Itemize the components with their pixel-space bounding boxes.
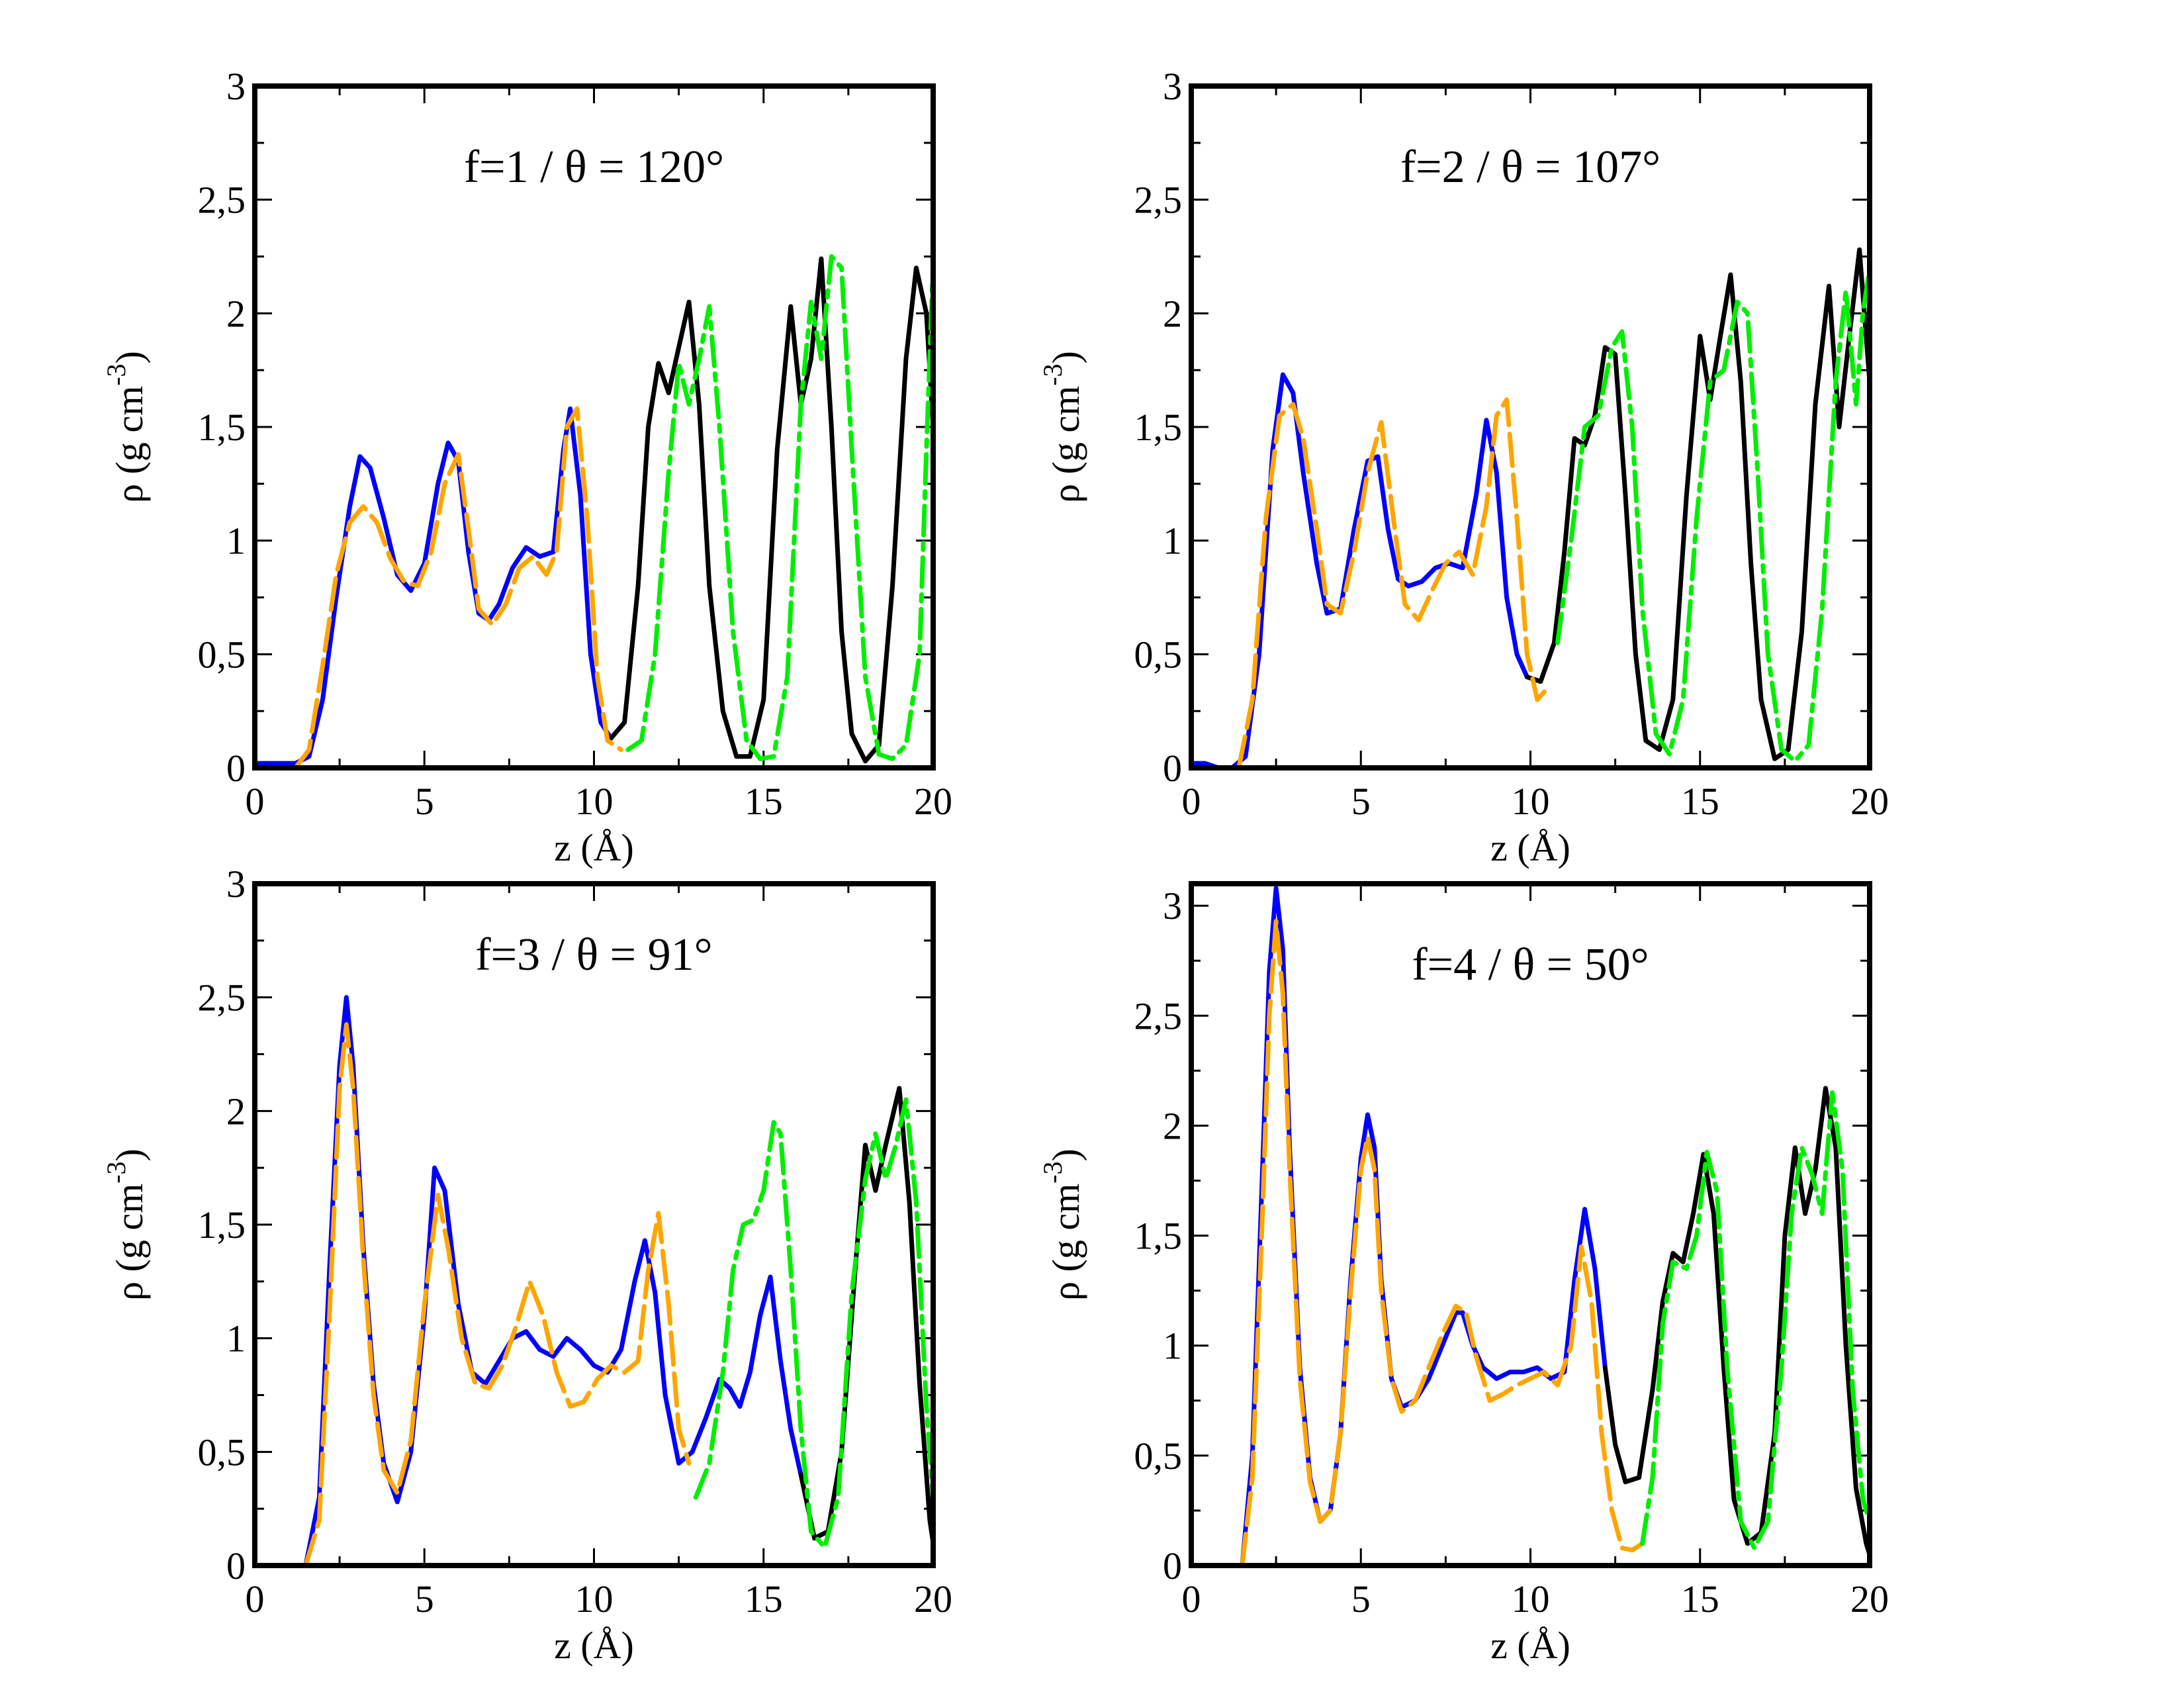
panel-title: f=2 / θ = 107°	[1400, 142, 1661, 193]
y-axis-title-close: )	[108, 1149, 151, 1161]
panel-f2: 0 5 10 15 20 0 0,5 1 1,5 2 2,5 3 f=2 / θ = 107° z (Å)…	[1038, 65, 1889, 869]
x-axis-title: z (Å)	[1490, 1624, 1570, 1667]
series-line-black	[608, 256, 933, 764]
panel-f1: 0 5 10 15 20 0 0,5 1 1,5 2 2,5 3 f=1 / θ = 120° z (Å)…	[101, 65, 952, 869]
series-line-orange	[303, 1022, 692, 1566]
y-tick-label: 3	[1163, 65, 1182, 108]
x-tick-label: 10	[575, 1577, 614, 1620]
series-line-black	[1524, 247, 1870, 761]
y-tick-label: 1	[1163, 520, 1182, 563]
panel-f3: 0 5 10 15 20 0 0,5 1 1,5 2 2,5 3 f=3 / θ = 91° z (Å) ρ…	[101, 863, 952, 1667]
x-axis-title: z (Å)	[554, 826, 634, 869]
series-line-orange	[293, 406, 623, 768]
plot-frame	[252, 83, 936, 771]
plot-frame	[1189, 881, 1872, 1568]
y-axis-title: ρ (g cm-3)	[1038, 1149, 1087, 1301]
y-tick-label: 3	[226, 863, 246, 906]
series-line-orange	[1240, 919, 1645, 1566]
y-tick-label: 0	[226, 1544, 246, 1587]
y-tick-label: 3	[226, 65, 246, 108]
y-tick-label: 1,5	[1134, 1215, 1183, 1258]
y-tick-label: 2,5	[1134, 179, 1183, 222]
y-tick-label: 0,5	[198, 1430, 246, 1474]
x-tick-label: 20	[914, 1577, 952, 1620]
y-tick-label: 1,5	[1134, 406, 1183, 449]
y-tick-label: 0,5	[1134, 633, 1183, 676]
series-line-blue	[255, 406, 614, 766]
series-line-green	[1640, 1090, 1870, 1550]
y-tick-label: 2	[226, 292, 246, 335]
series-line-blue	[1191, 372, 1529, 768]
x-tick-label: 5	[415, 1577, 434, 1620]
x-tick-label: 15	[745, 1577, 783, 1620]
x-tick-label: 0	[1182, 1577, 1201, 1620]
x-tick-label: 0	[246, 780, 265, 823]
y-axis-title-main: ρ (g cm	[108, 386, 151, 503]
x-tick-label: 5	[1351, 1577, 1371, 1620]
y-axis-title-close: )	[108, 351, 151, 363]
y-tick-label: 2	[226, 1090, 246, 1133]
x-axis-title: z (Å)	[1490, 826, 1570, 869]
x-tick-label: 0	[246, 1577, 265, 1620]
x-tick-label: 0	[1182, 780, 1201, 823]
y-tick-label: 2	[1163, 292, 1182, 335]
y-tick-label: 0	[1163, 1544, 1182, 1587]
y-axis-title-sup: -3	[101, 1161, 131, 1183]
plot-frame	[252, 881, 936, 1568]
y-tick-label: 2,5	[198, 976, 246, 1019]
y-tick-label: 1,5	[198, 1203, 246, 1246]
y-axis-title: ρ (g cm-3)	[1038, 351, 1087, 503]
y-axis-title-sup: -3	[101, 363, 131, 385]
y-tick-label: 1	[226, 520, 246, 563]
series-line-blue	[303, 995, 803, 1566]
y-tick-label: 0,5	[1134, 1434, 1183, 1477]
y-tick-label: 2,5	[1134, 994, 1183, 1037]
y-tick-label: 2,5	[198, 179, 246, 222]
series-line-green	[693, 1097, 933, 1550]
x-tick-label: 15	[745, 780, 783, 823]
y-axis-title-sup: -3	[1038, 363, 1068, 385]
x-tick-label: 20	[914, 780, 952, 823]
series-line-green	[1555, 265, 1870, 764]
series-line-black	[798, 1086, 933, 1546]
y-tick-label: 0	[226, 747, 246, 790]
y-tick-label: 1	[1163, 1325, 1182, 1368]
y-axis-title-main: ρ (g cm	[108, 1184, 151, 1301]
y-axis-title-main: ρ (g cm	[1044, 1184, 1087, 1301]
plot-frame	[1189, 83, 1872, 771]
x-axis-title: z (Å)	[554, 1624, 634, 1667]
y-axis-title: ρ (g cm-3)	[101, 1149, 151, 1301]
y-tick-label: 3	[1163, 884, 1182, 927]
x-tick-label: 10	[1512, 780, 1550, 823]
y-tick-label: 2	[1163, 1104, 1182, 1147]
y-axis-title-main: ρ (g cm	[1044, 386, 1087, 503]
panel-title: f=4 / θ = 50°	[1412, 939, 1649, 990]
x-tick-label: 5	[1351, 780, 1371, 823]
y-axis-title-close: )	[1044, 351, 1087, 363]
x-tick-label: 10	[575, 780, 614, 823]
y-axis-title: ρ (g cm-3)	[101, 351, 151, 503]
x-tick-label: 20	[1850, 1577, 1889, 1620]
y-tick-label: 0,5	[198, 633, 246, 676]
x-tick-label: 10	[1512, 1577, 1550, 1620]
x-tick-label: 15	[1681, 780, 1719, 823]
panel-f4: 0 5 10 15 20 0 0,5 1 1,5 2 2,5 3 f=4 / θ = 50° z (Å) ρ…	[1038, 881, 1889, 1667]
x-tick-label: 20	[1850, 780, 1889, 823]
y-axis-title-sup: -3	[1038, 1161, 1068, 1183]
panel-title: f=3 / θ = 91°	[475, 929, 712, 980]
y-axis-title-close: )	[1044, 1149, 1087, 1161]
x-tick-label: 15	[1681, 1577, 1719, 1620]
series-line-green	[625, 254, 933, 761]
y-tick-label: 1	[226, 1317, 246, 1360]
y-tick-label: 1,5	[198, 406, 246, 449]
panel-title: f=1 / θ = 120°	[464, 142, 724, 193]
x-tick-label: 5	[415, 780, 434, 823]
series-line-orange	[1236, 397, 1550, 768]
y-tick-label: 0	[1163, 747, 1182, 790]
